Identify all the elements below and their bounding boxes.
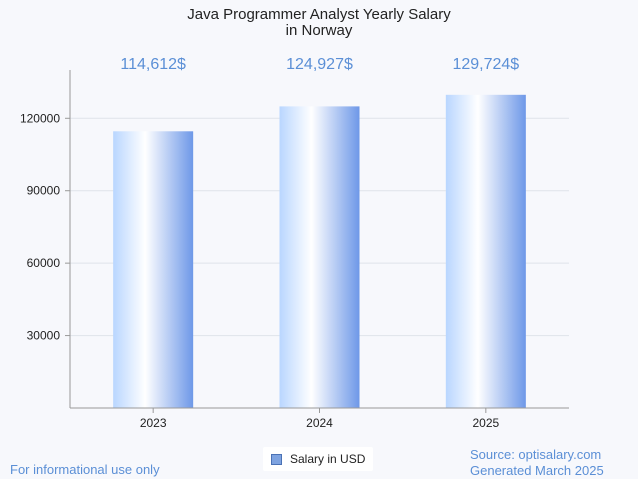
legend-label: Salary in USD xyxy=(290,452,366,466)
source-block: Source: optisalary.com Generated March 2… xyxy=(470,447,604,479)
x-tick-label: 2024 xyxy=(306,416,333,430)
source-text: Source: optisalary.com xyxy=(470,447,602,462)
bar-2023[interactable] xyxy=(113,131,194,408)
data-label-2025: 129,724$ xyxy=(452,56,519,73)
x-tick-label: 2025 xyxy=(472,416,499,430)
y-tick-label: 30000 xyxy=(27,329,61,343)
chart-title-line-1: Java Programmer Analyst Yearly Salary xyxy=(187,6,451,23)
y-axis-ticks: 30000 60000 90000 120000 xyxy=(20,111,70,343)
bar-2025[interactable] xyxy=(445,94,526,408)
data-label-2024: 124,927$ xyxy=(286,56,353,73)
chart-title-line-2: in Norway xyxy=(286,22,353,39)
y-tick-label: 120000 xyxy=(20,111,60,125)
legend-swatch xyxy=(271,453,282,465)
legend[interactable]: Salary in USD xyxy=(263,447,374,471)
x-axis-ticks: 2023 2024 2025 xyxy=(140,408,500,430)
bars xyxy=(113,94,526,408)
data-label-2023: 114,612$ xyxy=(120,56,186,73)
disclaimer-note: For informational use only xyxy=(10,462,160,477)
y-tick-label: 60000 xyxy=(27,256,61,270)
data-labels: 114,612$ 124,927$ 129,724$ xyxy=(120,56,519,73)
x-tick-label: 2023 xyxy=(140,416,167,430)
y-tick-label: 90000 xyxy=(27,184,61,198)
generated-text: Generated March 2025 xyxy=(470,463,604,478)
bar-2024[interactable] xyxy=(279,106,360,408)
